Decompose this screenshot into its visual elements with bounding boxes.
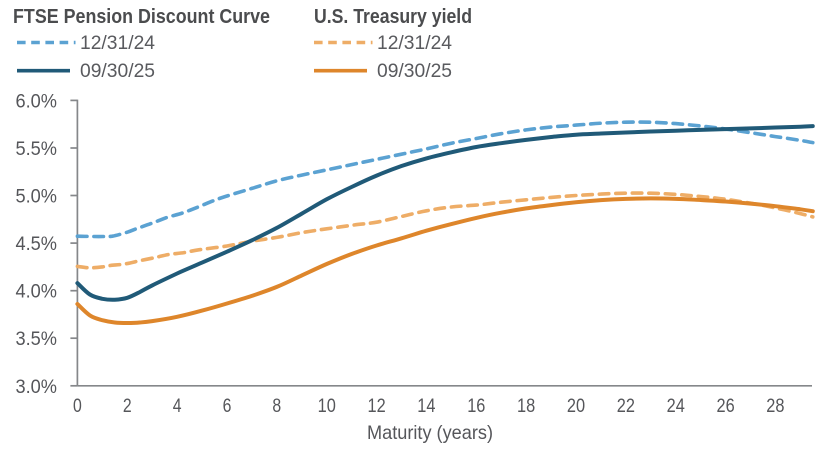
svg-text:4.0%: 4.0% xyxy=(16,281,58,303)
svg-text:18: 18 xyxy=(517,395,535,417)
svg-text:FTSE Pension Discount Curve: FTSE Pension Discount Curve xyxy=(13,5,270,28)
svg-text:Maturity (years): Maturity (years) xyxy=(367,422,493,444)
svg-text:24: 24 xyxy=(667,395,685,417)
svg-text:12/31/24: 12/31/24 xyxy=(80,32,155,54)
svg-text:09/30/25: 09/30/25 xyxy=(377,60,452,82)
svg-text:U.S. Treasury yield: U.S. Treasury yield xyxy=(314,5,472,28)
svg-text:12: 12 xyxy=(368,395,386,417)
svg-text:4: 4 xyxy=(173,395,182,417)
svg-text:10: 10 xyxy=(318,395,336,417)
svg-text:6: 6 xyxy=(223,395,232,417)
svg-text:3.0%: 3.0% xyxy=(16,376,58,398)
svg-text:0: 0 xyxy=(73,395,82,417)
svg-text:3.5%: 3.5% xyxy=(16,328,58,350)
svg-text:4.5%: 4.5% xyxy=(16,233,58,255)
svg-text:26: 26 xyxy=(717,395,735,417)
svg-text:28: 28 xyxy=(766,395,784,417)
svg-text:16: 16 xyxy=(467,395,485,417)
svg-text:6.0%: 6.0% xyxy=(16,90,58,112)
svg-text:5.0%: 5.0% xyxy=(16,186,58,208)
svg-text:22: 22 xyxy=(617,395,635,417)
svg-text:5.5%: 5.5% xyxy=(16,138,58,160)
svg-text:20: 20 xyxy=(567,395,585,417)
svg-text:2: 2 xyxy=(123,395,132,417)
svg-text:14: 14 xyxy=(417,395,435,417)
svg-text:12/31/24: 12/31/24 xyxy=(377,32,452,54)
svg-text:8: 8 xyxy=(272,395,281,417)
svg-text:09/30/25: 09/30/25 xyxy=(80,60,155,82)
